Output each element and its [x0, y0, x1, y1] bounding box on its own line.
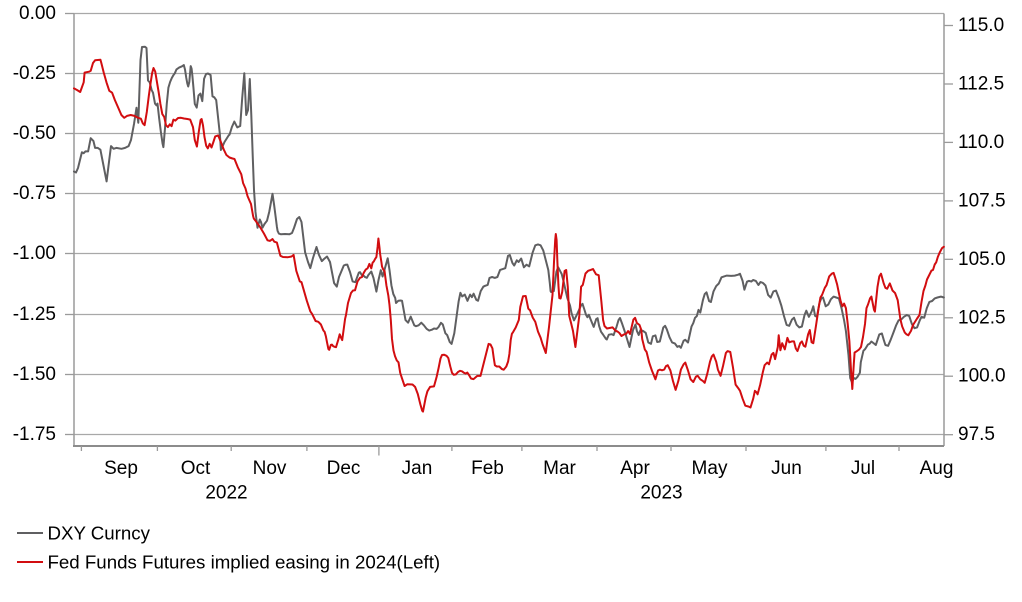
- svg-text:97.5: 97.5: [958, 424, 995, 445]
- svg-text:110.0: 110.0: [958, 132, 1004, 153]
- svg-text:2022: 2022: [205, 483, 247, 504]
- svg-text:Jun: Jun: [771, 458, 802, 479]
- svg-text:Mar: Mar: [543, 458, 576, 479]
- svg-text:102.5: 102.5: [958, 307, 1006, 328]
- svg-text:-1.75: -1.75: [13, 424, 56, 445]
- svg-text:100.0: 100.0: [958, 366, 1006, 387]
- svg-text:107.5: 107.5: [958, 190, 1006, 211]
- svg-text:105.0: 105.0: [958, 249, 1006, 270]
- svg-text:-1.00: -1.00: [13, 243, 56, 264]
- svg-text:Oct: Oct: [181, 458, 211, 479]
- svg-text:2023: 2023: [640, 483, 682, 504]
- svg-text:May: May: [692, 458, 728, 479]
- svg-text:-0.50: -0.50: [13, 123, 56, 144]
- svg-text:Jul: Jul: [851, 458, 875, 479]
- svg-text:-1.25: -1.25: [13, 304, 56, 325]
- svg-text:Fed Funds Futures implied easi: Fed Funds Futures implied easing in 2024…: [48, 552, 441, 573]
- svg-text:Feb: Feb: [471, 458, 504, 479]
- svg-text:Nov: Nov: [253, 458, 287, 479]
- svg-text:-1.50: -1.50: [13, 364, 56, 385]
- svg-text:DXY Curncy: DXY Curncy: [48, 523, 151, 544]
- svg-text:Jan: Jan: [402, 458, 433, 479]
- svg-text:Aug: Aug: [920, 458, 954, 479]
- svg-text:-0.25: -0.25: [13, 63, 56, 84]
- svg-text:Sep: Sep: [104, 458, 138, 479]
- svg-text:115.0: 115.0: [958, 15, 1004, 36]
- svg-text:Apr: Apr: [620, 458, 650, 479]
- svg-text:0.00: 0.00: [19, 3, 56, 24]
- svg-text:Dec: Dec: [327, 458, 361, 479]
- svg-text:112.5: 112.5: [958, 74, 1004, 95]
- svg-text:-0.75: -0.75: [13, 183, 56, 204]
